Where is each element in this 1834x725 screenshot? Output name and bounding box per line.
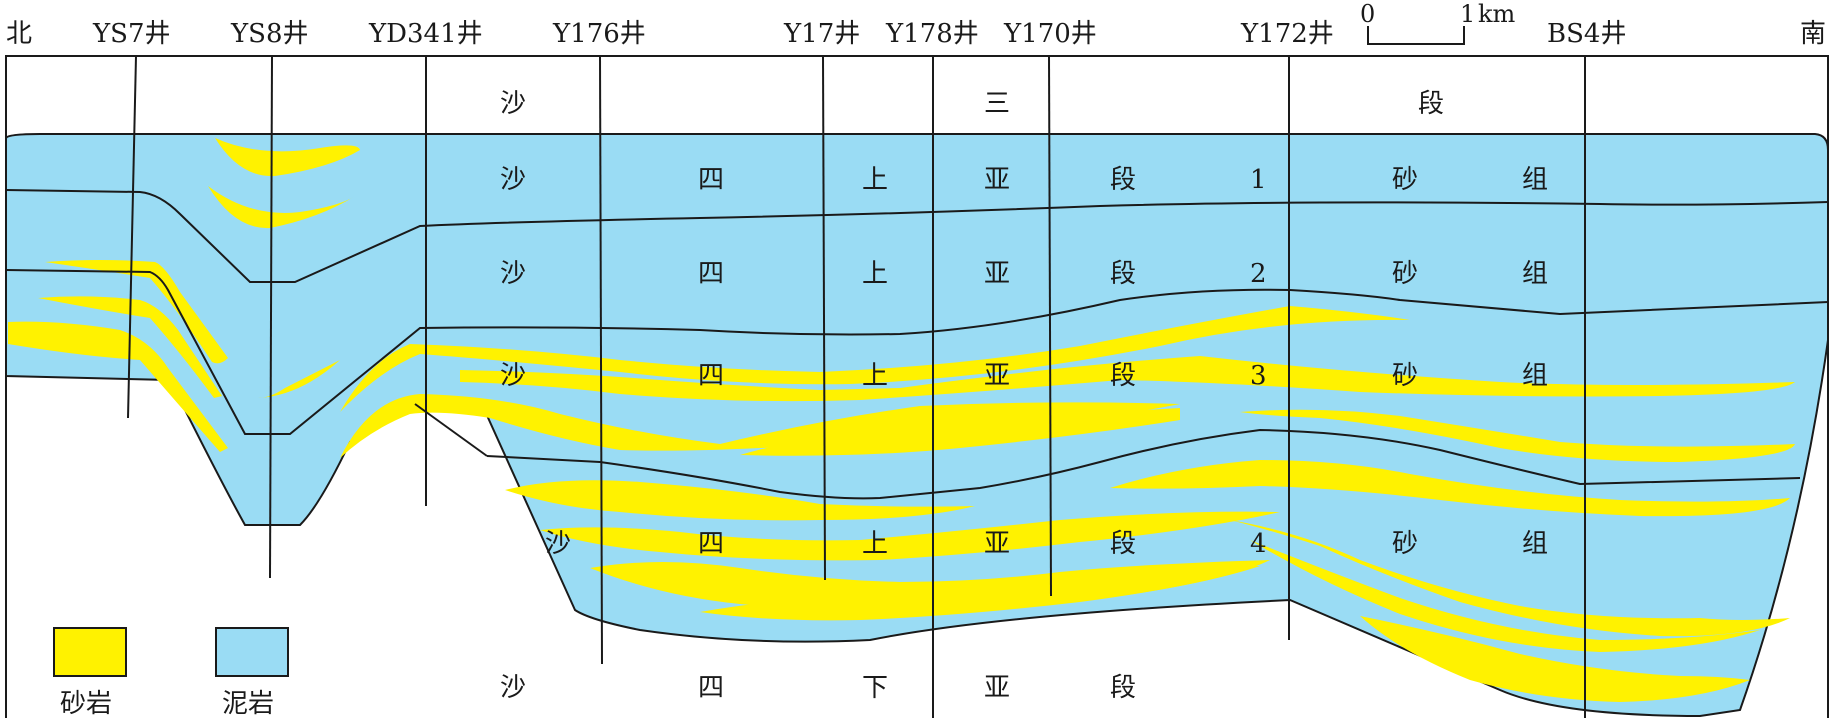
strat-char: 1 bbox=[1250, 165, 1267, 195]
well-line-ys7 bbox=[127, 55, 137, 419]
sand-lens bbox=[740, 408, 1180, 456]
strat-char: 段 bbox=[1418, 89, 1444, 119]
strat-char: 段 bbox=[1110, 529, 1136, 559]
sand-lens bbox=[700, 566, 1260, 621]
well-label-y176: Y176井 bbox=[552, 19, 646, 49]
sand-lens bbox=[8, 321, 228, 452]
strat-char: 亚 bbox=[984, 361, 1010, 391]
section-frame bbox=[5, 55, 1829, 718]
boundary-2-3 bbox=[5, 269, 1829, 435]
sand-lens bbox=[505, 480, 975, 521]
legend-swatch-sandstone bbox=[53, 627, 127, 677]
strat-char: 砂 bbox=[1392, 259, 1418, 289]
strat-char: 4 bbox=[1250, 529, 1267, 559]
strat-char: 四 bbox=[698, 529, 724, 559]
strat-char: 亚 bbox=[984, 259, 1010, 289]
strat-sand-group-2: 沙 四 上 亚 段 2 砂 组 bbox=[500, 259, 1548, 289]
strat-char: 组 bbox=[1522, 529, 1548, 559]
strat-char: 上 bbox=[862, 165, 888, 195]
legend: 砂岩 泥岩 bbox=[53, 627, 289, 719]
strat-char: 段 bbox=[1110, 361, 1136, 391]
sand-lens bbox=[540, 511, 1280, 561]
well-label-y172: Y172井 bbox=[1240, 19, 1334, 49]
strat-char: 上 bbox=[862, 361, 888, 391]
strat-char: 沙 bbox=[500, 673, 526, 703]
north-label: 北 bbox=[6, 19, 32, 49]
scale-bar: 0 1 km bbox=[1360, 0, 1516, 45]
boundary-3-4 bbox=[486, 428, 1801, 500]
strat-char: 沙 bbox=[545, 529, 571, 559]
strat-char: 砂 bbox=[1392, 529, 1418, 559]
well-line-y17 bbox=[822, 55, 826, 581]
sand-lens bbox=[38, 296, 222, 398]
strat-char: 四 bbox=[698, 165, 724, 195]
sand-lens bbox=[1240, 409, 1795, 462]
strat-sand-group-4: 沙 四 上 亚 段 4 砂 组 bbox=[545, 529, 1548, 559]
strat-char: 亚 bbox=[984, 165, 1010, 195]
strat-char: 四 bbox=[698, 361, 724, 391]
strat-char: 上 bbox=[862, 259, 888, 289]
well-labels: YS7井 YS8井 YD341井 Y176井 Y17井 Y178井 Y170井 … bbox=[92, 19, 1626, 49]
sand-lens bbox=[590, 560, 1270, 612]
strat-char: 亚 bbox=[984, 529, 1010, 559]
strat-char: 上 bbox=[862, 529, 888, 559]
well-label-bs4: BS4井 bbox=[1547, 19, 1626, 49]
strat-char: 段 bbox=[1110, 673, 1136, 703]
sand-lens bbox=[1360, 616, 1750, 702]
sand-lens bbox=[340, 394, 1180, 458]
well-label-yd341: YD341井 bbox=[368, 19, 483, 49]
sand-lens bbox=[215, 138, 360, 177]
well-line-y170 bbox=[1048, 55, 1052, 597]
strat-sand-group-1: 沙 四 上 亚 段 1 砂 组 bbox=[500, 165, 1548, 195]
south-label: 南 bbox=[1800, 19, 1826, 49]
sandstone-lenses bbox=[8, 138, 1795, 702]
well-line-y176 bbox=[599, 55, 603, 665]
well-line-ys8 bbox=[269, 55, 273, 579]
well-label-ys8: YS8井 bbox=[230, 19, 309, 49]
legend-swatch-mudstone bbox=[215, 627, 289, 677]
scale-start: 0 bbox=[1360, 0, 1375, 28]
well-label-y178: Y178井 bbox=[885, 19, 979, 49]
sand-lens bbox=[340, 306, 1410, 412]
sand-lens bbox=[45, 260, 228, 364]
strat-lower-unit: 沙 四 下 亚 段 bbox=[500, 673, 1136, 703]
strat-char: 2 bbox=[1250, 259, 1267, 289]
strat-char: 组 bbox=[1522, 259, 1548, 289]
legend-label-sandstone: 砂岩 bbox=[60, 689, 112, 719]
strat-char: 沙 bbox=[500, 89, 526, 119]
boundary-1-2 bbox=[5, 189, 1829, 283]
strat-char: 砂 bbox=[1392, 361, 1418, 391]
well-label-y170: Y170井 bbox=[1003, 19, 1097, 49]
well-label-y17: Y17井 bbox=[783, 19, 860, 49]
sand-lens bbox=[208, 186, 355, 229]
strat-char: 3 bbox=[1250, 361, 1267, 391]
strat-upper-unit: 沙 三 段 bbox=[500, 89, 1444, 119]
strat-char: 砂 bbox=[1392, 165, 1418, 195]
strat-char: 沙 bbox=[500, 165, 526, 195]
sand-lens bbox=[460, 356, 1795, 402]
strat-char: 四 bbox=[698, 673, 724, 703]
strat-char: 沙 bbox=[500, 259, 526, 289]
strat-char: 组 bbox=[1522, 165, 1548, 195]
well-label-ys7: YS7井 bbox=[92, 19, 171, 49]
strat-char: 亚 bbox=[984, 673, 1010, 703]
strat-char: 组 bbox=[1522, 361, 1548, 391]
legend-label-mudstone: 泥岩 bbox=[222, 689, 274, 719]
boundary-lines bbox=[5, 189, 1829, 500]
strat-char: 段 bbox=[1110, 259, 1136, 289]
scale-unit: km bbox=[1478, 0, 1516, 28]
sand-lens bbox=[1250, 540, 1760, 652]
sand-lens bbox=[1230, 520, 1790, 637]
strat-sand-group-3: 沙 四 上 亚 段 3 砂 组 bbox=[500, 361, 1548, 391]
sand-lens bbox=[1110, 460, 1790, 517]
strat-char: 沙 bbox=[500, 361, 526, 391]
strat-char: 三 bbox=[984, 89, 1010, 119]
strat-char: 段 bbox=[1110, 165, 1136, 195]
well-lines bbox=[127, 55, 1586, 718]
strat-char: 下 bbox=[862, 673, 888, 703]
strat-char: 四 bbox=[698, 259, 724, 289]
scale-end: 1 bbox=[1460, 0, 1475, 28]
